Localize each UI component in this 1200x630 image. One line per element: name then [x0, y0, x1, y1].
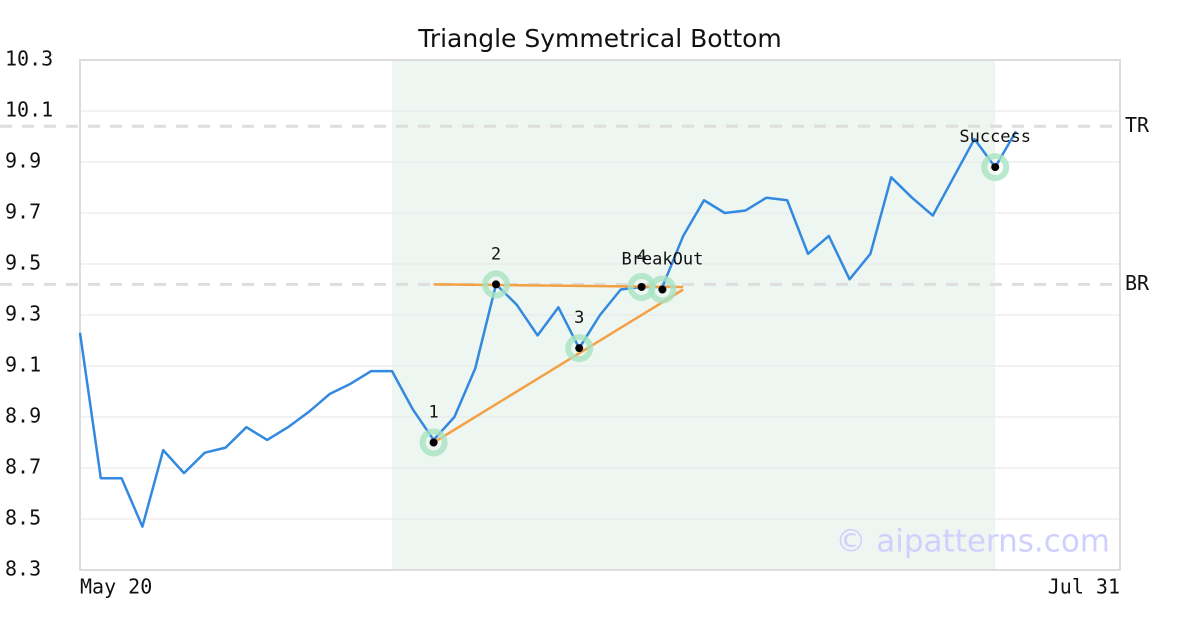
point-label: 1: [428, 403, 438, 423]
reference-label: BR: [1125, 271, 1150, 295]
point-label: 2: [491, 244, 501, 264]
point-halo: [981, 153, 1010, 182]
point-dot: [429, 438, 438, 447]
y-tick-label: 9.5: [5, 251, 41, 275]
y-tick-label: 10.3: [5, 47, 53, 71]
y-tick-label: 8.5: [5, 506, 41, 530]
y-tick-label: 10.1: [5, 98, 53, 122]
y-tick-label: 9.9: [5, 149, 41, 173]
trend-line: [432, 288, 684, 444]
point-dot: [991, 163, 1000, 172]
chart-title: Triangle Symmetrical Bottom: [417, 24, 782, 53]
point-halo: [482, 270, 510, 299]
y-tick-label: 9.3: [5, 302, 41, 326]
point-label: BreakOut: [621, 250, 703, 270]
point-dot: [492, 280, 500, 289]
plot-frame: [79, 59, 1121, 571]
point-dot: [575, 344, 584, 353]
watermark: © aipatterns.com: [835, 524, 1110, 560]
price-line: [78, 130, 1018, 528]
x-tick-label: May 20: [80, 575, 152, 599]
x-tick-label: Jul 31: [1048, 575, 1120, 599]
point-halo: [419, 428, 448, 457]
point-dot: [658, 285, 667, 294]
y-tick-label: 8.7: [5, 455, 41, 479]
y-tick-label: 9.7: [5, 200, 41, 224]
reference-label: TR: [1125, 113, 1150, 137]
y-tick-label: 8.9: [5, 404, 41, 428]
point-label: 3: [574, 308, 584, 328]
point-halo: [648, 275, 677, 304]
y-tick-label: 9.1: [5, 353, 41, 377]
y-tick-label: 8.3: [5, 557, 41, 581]
point-halo: [565, 334, 594, 363]
point-label: Success: [959, 127, 1031, 147]
point-label: 4: [636, 247, 646, 267]
point-dot: [637, 282, 646, 291]
